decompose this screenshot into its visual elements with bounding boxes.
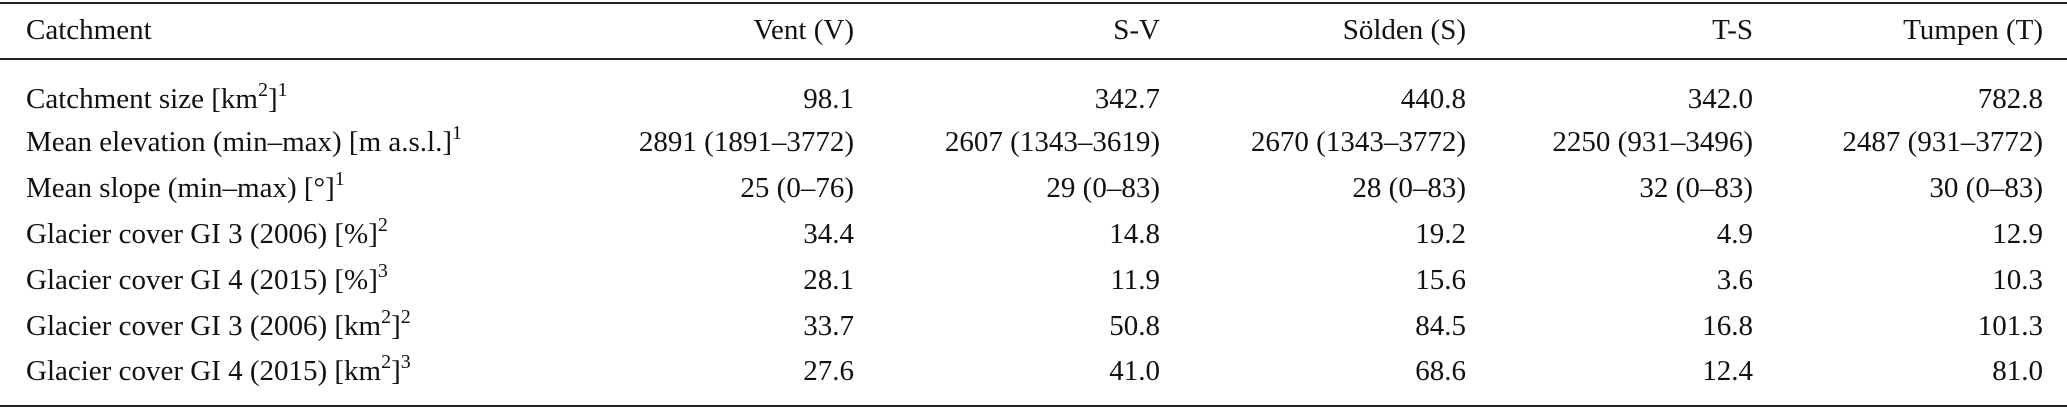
row-label: Glacier cover GI 3 (2006) [km2]2 bbox=[0, 303, 560, 349]
header-cell: Sölden (S) bbox=[1342, 13, 1466, 46]
value-cell: 3.6 bbox=[1716, 263, 1753, 296]
value-cell: 2607 (1343–3619) bbox=[944, 125, 1160, 158]
table-row: Mean slope (min–max) [°]1 25 (0–76) 29 (0–… bbox=[0, 165, 2043, 211]
header-cell: Vent (V) bbox=[753, 13, 854, 46]
top-rule bbox=[0, 2, 2067, 4]
value-cell: 81.0 bbox=[1992, 355, 2043, 387]
label-text: Glacier cover GI 4 (2015) [%] bbox=[26, 263, 378, 296]
footnote-mark: 2 bbox=[381, 351, 392, 373]
value-cell: 19.2 bbox=[1415, 217, 1466, 250]
value-cell: 34.4 bbox=[803, 217, 854, 250]
table-body: Catchment size [km2]1 98.1 342.7 440.8 342.0… bbox=[0, 58, 2043, 411]
value-cell: 101.3 bbox=[1977, 309, 2043, 342]
row-label: Catchment size [km2]1 bbox=[0, 58, 560, 119]
value-cell: 84.5 bbox=[1415, 309, 1466, 342]
label-text: ] bbox=[391, 309, 401, 342]
row-label: Glacier cover GI 4 (2015) [km2]3 bbox=[0, 349, 560, 411]
value-cell: 16.8 bbox=[1702, 309, 1753, 342]
bottom-rule bbox=[0, 405, 2067, 407]
value-cell: 14.8 bbox=[1109, 217, 1160, 250]
footnote-mark: 3 bbox=[400, 351, 411, 373]
value-cell: 98.1 bbox=[803, 83, 854, 115]
value-cell: 4.9 bbox=[1716, 217, 1753, 250]
label-text: Catchment size [km bbox=[26, 83, 258, 115]
value-cell: 15.6 bbox=[1415, 263, 1466, 296]
value-cell: 28.1 bbox=[803, 263, 854, 296]
table-row: Mean elevation (min–max) [m a.s.l.]1 2891… bbox=[0, 119, 2043, 165]
value-cell: 27.6 bbox=[803, 355, 854, 387]
footnote-mark: 2 bbox=[400, 305, 411, 328]
label-text: ] bbox=[267, 83, 278, 115]
footnote-mark: 1 bbox=[452, 121, 463, 144]
table-row: Glacier cover GI 3 (2006) [km2]2 33.7 50.8… bbox=[0, 303, 2043, 349]
footnote-mark: 2 bbox=[257, 79, 268, 101]
value-cell: 440.8 bbox=[1400, 83, 1466, 115]
footnote-mark: 1 bbox=[334, 167, 345, 190]
footnote-mark: 2 bbox=[381, 305, 392, 328]
row-label: Glacier cover GI 3 (2006) [%]2 bbox=[0, 211, 560, 257]
row-label: Glacier cover GI 4 (2015) [%]3 bbox=[0, 257, 560, 303]
label-text: Glacier cover GI 4 (2015) [km bbox=[26, 355, 382, 387]
value-cell: 2487 (931–3772) bbox=[1842, 125, 2043, 158]
value-cell: 29 (0–83) bbox=[1046, 171, 1160, 204]
header-row: Catchment Vent (V) S-V Sölden (S) T-S Tumpen … bbox=[0, 2, 2043, 58]
value-cell: 2670 (1343–3772) bbox=[1250, 125, 1466, 158]
header-cell: S-V bbox=[1113, 13, 1160, 46]
footnote-mark: 2 bbox=[377, 213, 388, 236]
value-cell: 342.7 bbox=[1094, 83, 1160, 115]
label-text: ] bbox=[391, 355, 401, 387]
table-row: Catchment size [km2]1 98.1 342.7 440.8 342.0… bbox=[0, 58, 2043, 119]
value-cell: 30 (0–83) bbox=[1929, 171, 2043, 204]
table-row: Glacier cover GI 4 (2015) [%]3 28.1 11.9 15… bbox=[0, 257, 2043, 303]
value-cell: 2891 (1891–3772) bbox=[638, 125, 854, 158]
label-text: Glacier cover GI 3 (2006) [km bbox=[26, 309, 382, 342]
table-row: Glacier cover GI 3 (2006) [%]2 34.4 14.8 19… bbox=[0, 211, 2043, 257]
label-text: Mean elevation (min–max) [m a.s.l.] bbox=[26, 125, 453, 158]
value-cell: 12.4 bbox=[1702, 355, 1753, 387]
value-cell: 12.9 bbox=[1992, 217, 2043, 250]
value-cell: 68.6 bbox=[1415, 355, 1466, 387]
value-cell: 342.0 bbox=[1687, 83, 1753, 115]
value-cell: 28 (0–83) bbox=[1352, 171, 1466, 204]
value-cell: 10.3 bbox=[1992, 263, 2043, 296]
footnote-mark: 1 bbox=[277, 79, 288, 101]
label-text: Mean slope (min–max) [°] bbox=[26, 171, 335, 204]
value-cell: 11.9 bbox=[1110, 263, 1160, 296]
value-cell: 2250 (931–3496) bbox=[1552, 125, 1753, 158]
value-cell: 25 (0–76) bbox=[740, 171, 854, 204]
label-text: Glacier cover GI 3 (2006) [%] bbox=[26, 217, 378, 250]
value-cell: 50.8 bbox=[1109, 309, 1160, 342]
value-cell: 41.0 bbox=[1109, 355, 1160, 387]
row-label: Mean slope (min–max) [°]1 bbox=[0, 165, 560, 211]
value-cell: 33.7 bbox=[803, 309, 854, 342]
header-cell: Catchment bbox=[26, 13, 152, 46]
header-cell: Tumpen (T) bbox=[1903, 13, 2043, 46]
row-label: Mean elevation (min–max) [m a.s.l.]1 bbox=[0, 119, 560, 165]
header-cell: T-S bbox=[1712, 13, 1753, 46]
value-cell: 32 (0–83) bbox=[1639, 171, 1753, 204]
value-cell: 782.8 bbox=[1977, 83, 2043, 115]
header-rule bbox=[0, 58, 2067, 60]
table-row: Glacier cover GI 4 (2015) [km2]3 27.6 41.0… bbox=[0, 349, 2043, 411]
footnote-mark: 3 bbox=[377, 259, 388, 282]
